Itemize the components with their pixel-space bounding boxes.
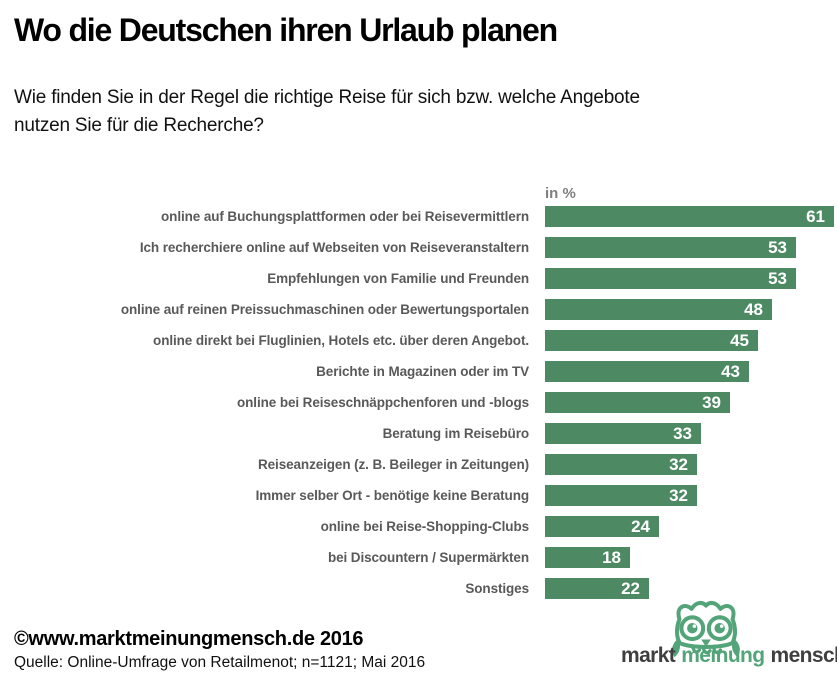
chart-row: Sonstiges 22: [0, 573, 837, 604]
chart-row: Reiseanzeigen (z. B. Beileger in Zeitung…: [0, 449, 837, 480]
chart-row: online bei Reise-Shopping-Clubs 24: [0, 511, 837, 542]
subtitle-line-2: nutzen Sie für die Recherche?: [14, 115, 264, 136]
value-label: 33: [673, 423, 692, 443]
chart-row: online direkt bei Fluglinien, Hotels etc…: [0, 325, 837, 356]
category-label: Beratung im Reisebüro: [382, 426, 530, 441]
bar: 22: [545, 578, 649, 599]
owl-icon: [672, 600, 740, 658]
category-label: online bei Reise-Shopping-Clubs: [320, 519, 530, 534]
value-label: 32: [669, 454, 688, 474]
chart-row: Ich recherchiere online auf Webseiten vo…: [0, 232, 837, 263]
category-label: Empfehlungen von Familie und Freunden: [267, 271, 529, 286]
logo-word-markt: markt: [621, 644, 676, 667]
bar: 39: [545, 392, 730, 413]
category-label: Sonstiges: [465, 581, 529, 596]
bar: 45: [545, 330, 758, 351]
category-label: online direkt bei Fluglinien, Hotels etc…: [153, 333, 529, 348]
chart-row: bei Discountern / Supermärkten 18: [0, 542, 837, 573]
value-label: 53: [768, 237, 787, 257]
value-label: 32: [669, 485, 688, 505]
bar: 53: [545, 237, 796, 258]
category-label: Ich recherchiere online auf Webseiten vo…: [139, 240, 529, 255]
value-label: 53: [768, 268, 787, 288]
source-text: Quelle: Online-Umfrage von Retailmenot; …: [14, 654, 426, 671]
chart-row: Berichte in Magazinen oder im TV 43: [0, 356, 837, 387]
bar: 43: [545, 361, 749, 382]
value-label: 43: [721, 361, 740, 381]
category-label: online bei Reiseschnäppchenforen und -bl…: [237, 395, 529, 410]
chart-row: online auf reinen Preissuchmaschinen ode…: [0, 294, 837, 325]
bar: 18: [545, 547, 630, 568]
logo-word-meinung: meinung: [681, 644, 765, 667]
subtitle-line-1: Wie finden Sie in der Regel die richtige…: [14, 87, 640, 108]
category-label: Immer selber Ort - benötige keine Beratu…: [255, 488, 529, 503]
chart-row: online bei Reiseschnäppchenforen und -bl…: [0, 387, 837, 418]
value-label: 18: [602, 547, 621, 567]
chart-row: Empfehlungen von Familie und Freunden 53: [0, 263, 837, 294]
value-label: 45: [730, 330, 749, 350]
copyright-text: ©www.marktmeinungmensch.de 2016: [14, 628, 364, 650]
category-label: Reiseanzeigen (z. B. Beileger in Zeitung…: [257, 457, 529, 472]
subtitle: Wie finden Sie in der Regel die richtige…: [14, 84, 640, 140]
bar: 48: [545, 299, 772, 320]
logo-word-mensch: mensch: [770, 644, 837, 667]
bar: 53: [545, 268, 796, 289]
bar: 32: [545, 454, 697, 475]
category-label: bei Discountern / Supermärkten: [327, 550, 529, 565]
category-label: online auf Buchungsplattformen oder bei …: [161, 209, 529, 224]
value-label: 61: [806, 206, 825, 226]
brand-logo: marktmeinungmensch: [618, 594, 837, 680]
value-label: 39: [702, 392, 721, 412]
logo-wordmark: marktmeinungmensch: [621, 644, 837, 668]
unit-label: in %: [545, 185, 576, 202]
chart-row: Beratung im Reisebüro 33: [0, 418, 837, 449]
category-label: Berichte in Magazinen oder im TV: [316, 364, 529, 379]
bar: 32: [545, 485, 697, 506]
bar: 61: [545, 206, 834, 227]
value-label: 48: [744, 299, 763, 319]
bar-chart: online auf Buchungsplattformen oder bei …: [0, 201, 837, 604]
bar: 33: [545, 423, 701, 444]
chart-row: online auf Buchungsplattformen oder bei …: [0, 201, 837, 232]
value-label: 24: [631, 516, 650, 536]
bar: 24: [545, 516, 659, 537]
chart-row: Immer selber Ort - benötige keine Beratu…: [0, 480, 837, 511]
value-label: 22: [621, 578, 640, 598]
category-label: online auf reinen Preissuchmaschinen ode…: [120, 302, 529, 317]
page-title: Wo die Deutschen ihren Urlaub planen: [14, 12, 558, 48]
